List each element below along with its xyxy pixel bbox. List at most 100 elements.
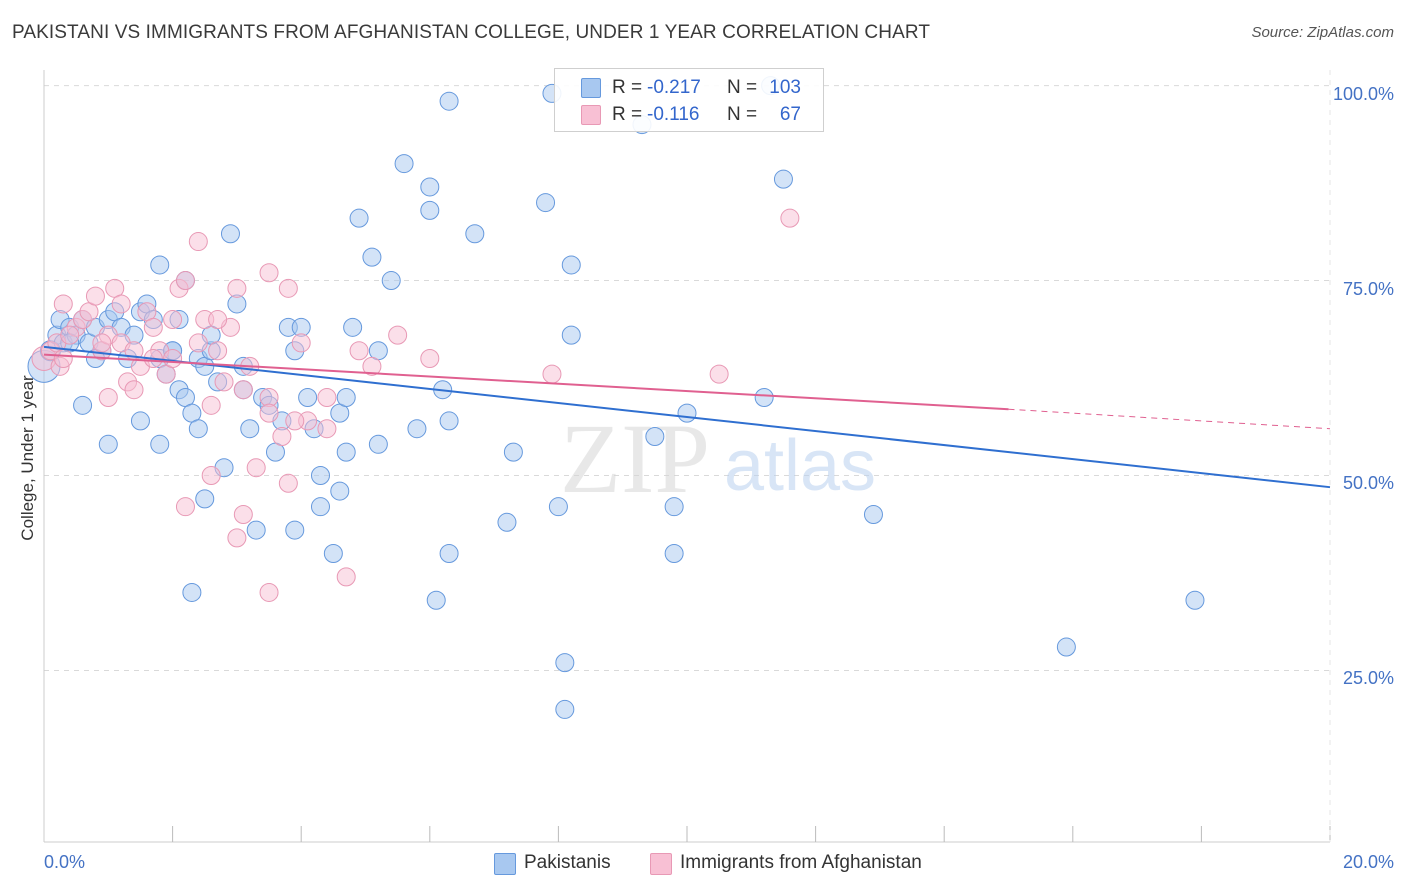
point-afghanistan <box>53 349 73 369</box>
point-afghanistan <box>709 364 729 384</box>
legend-r-label: R = <box>612 77 643 98</box>
point-afghanistan <box>246 458 266 478</box>
point-pakistanis <box>407 419 427 439</box>
point-pakistanis <box>439 91 459 111</box>
legend-swatch-pakistanis <box>494 853 516 875</box>
point-pakistanis <box>677 403 697 423</box>
trend-line-pakistanis <box>43 345 1331 489</box>
legend-n-label: N = <box>727 104 758 125</box>
y-tick-label: 25.0% <box>1342 668 1394 689</box>
point-pakistanis <box>754 388 774 408</box>
point-pakistanis <box>310 497 330 517</box>
point-pakistanis <box>1056 637 1076 657</box>
point-afghanistan <box>214 372 234 392</box>
point-pakistanis <box>863 504 883 524</box>
point-afghanistan <box>201 395 221 415</box>
point-afghanistan <box>259 582 279 602</box>
point-pakistanis <box>368 434 388 454</box>
point-afghanistan <box>175 271 195 291</box>
point-afghanistan <box>542 364 562 384</box>
legend-label-pakistanis: Pakistanis <box>524 852 611 873</box>
point-pakistanis <box>188 419 208 439</box>
legend-n-label: N = <box>727 77 758 98</box>
legend-swatch-pakistanis <box>581 78 601 98</box>
point-pakistanis <box>548 497 568 517</box>
point-afghanistan <box>53 294 73 314</box>
point-pakistanis <box>285 520 305 540</box>
point-pakistanis <box>298 388 318 408</box>
point-afghanistan <box>98 388 118 408</box>
point-pakistanis <box>381 271 401 291</box>
point-afghanistan <box>780 208 800 228</box>
point-afghanistan <box>317 388 337 408</box>
point-pakistanis <box>420 177 440 197</box>
point-afghanistan <box>201 465 221 485</box>
y-tick-label: 100.0% <box>1332 83 1394 104</box>
point-pakistanis <box>536 193 556 213</box>
point-pakistanis <box>503 442 523 462</box>
point-pakistanis <box>555 653 575 673</box>
point-pakistanis <box>73 395 93 415</box>
point-pakistanis <box>336 442 356 462</box>
point-pakistanis <box>439 411 459 431</box>
point-pakistanis <box>439 543 459 563</box>
point-pakistanis <box>497 512 517 532</box>
point-pakistanis <box>465 224 485 244</box>
point-afghanistan <box>362 356 382 376</box>
point-pakistanis <box>323 543 343 563</box>
point-pakistanis <box>645 427 665 447</box>
point-afghanistan <box>188 333 208 353</box>
trend-line-afghanistan-extension <box>1008 408 1331 430</box>
point-pakistanis <box>1185 590 1205 610</box>
legend-row-afghanistan: R = -0.116 N = 67 <box>555 102 823 128</box>
point-pakistanis <box>310 465 330 485</box>
point-afghanistan <box>163 349 183 369</box>
point-afghanistan <box>259 403 279 423</box>
point-pakistanis <box>130 411 150 431</box>
point-pakistanis <box>773 169 793 189</box>
point-pakistanis <box>150 434 170 454</box>
legend-row-pakistanis: R = -0.217 N = 103 <box>555 75 823 101</box>
trend-lines <box>43 345 1331 489</box>
point-afghanistan <box>259 263 279 283</box>
point-afghanistan <box>124 380 144 400</box>
source-credit: Source: ZipAtlas.com <box>1251 24 1394 41</box>
point-afghanistan <box>420 349 440 369</box>
point-pakistanis <box>336 388 356 408</box>
point-pakistanis <box>240 419 260 439</box>
point-pakistanis <box>246 520 266 540</box>
point-pakistanis <box>664 497 684 517</box>
point-pakistanis <box>426 590 446 610</box>
watermark-atlas: atlas <box>724 426 876 506</box>
point-afghanistan <box>278 278 298 298</box>
x-tick-label: 0.0% <box>44 852 86 872</box>
point-afghanistan <box>111 294 131 314</box>
chart-title: PAKISTANI VS IMMIGRANTS FROM AFGHANISTAN… <box>12 22 931 43</box>
point-afghanistan <box>349 341 369 361</box>
point-afghanistan <box>233 504 253 524</box>
point-afghanistan <box>291 333 311 353</box>
point-afghanistan <box>143 317 163 337</box>
point-afghanistan <box>208 341 228 361</box>
point-pakistanis <box>420 200 440 220</box>
point-afghanistan <box>227 278 247 298</box>
data-points <box>27 76 1205 719</box>
axes <box>43 70 1331 843</box>
point-afghanistan <box>85 286 105 306</box>
point-afghanistan <box>233 380 253 400</box>
point-pakistanis <box>343 317 363 337</box>
point-afghanistan <box>175 497 195 517</box>
legend-label-afghanistan: Immigrants from Afghanistan <box>680 852 922 873</box>
point-afghanistan <box>208 310 228 330</box>
point-pakistanis <box>220 224 240 244</box>
point-pakistanis <box>98 434 118 454</box>
point-afghanistan <box>388 325 408 345</box>
y-tick-label: 75.0% <box>1342 278 1394 299</box>
point-pakistanis <box>330 481 350 501</box>
stats-legend: R = -0.217 N = 103 R = -0.116 N = 67 <box>554 68 824 132</box>
legend-swatch-afghanistan <box>650 853 672 875</box>
point-afghanistan <box>272 427 292 447</box>
point-pakistanis <box>362 247 382 267</box>
y-tick-label: 50.0% <box>1342 473 1394 494</box>
point-pakistanis <box>349 208 369 228</box>
